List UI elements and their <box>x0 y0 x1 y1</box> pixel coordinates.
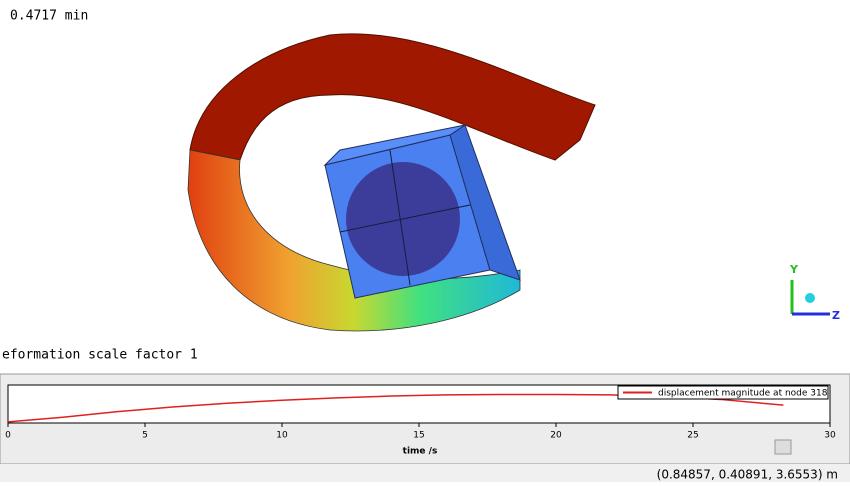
axis-triad: Y Z <box>789 263 840 322</box>
status-coordinates: (0.84857, 0.40891, 3.6553) m <box>657 468 838 482</box>
slider-thumb[interactable] <box>774 439 792 455</box>
legend-box <box>617 385 829 400</box>
x-tick-label: 5 <box>142 431 148 441</box>
triad-y: Y <box>789 263 799 276</box>
status-bar <box>0 464 850 482</box>
x-tick-label: 25 <box>687 431 698 441</box>
x-tick-label: 30 <box>824 431 836 441</box>
time-text: 0.4717 min <box>10 9 88 24</box>
model <box>187 33 596 332</box>
x-axis-label: time /s <box>403 447 438 457</box>
x-tick-label: 0 <box>5 431 11 441</box>
legend-label: displacement magnitude at node 318 <box>658 389 828 399</box>
triad-z: Z <box>832 309 840 322</box>
x-tick-label: 10 <box>276 431 288 441</box>
deformation-text: eformation scale factor 1 <box>2 348 198 363</box>
x-tick-label: 20 <box>550 431 562 441</box>
x-tick-label: 15 <box>413 431 424 441</box>
